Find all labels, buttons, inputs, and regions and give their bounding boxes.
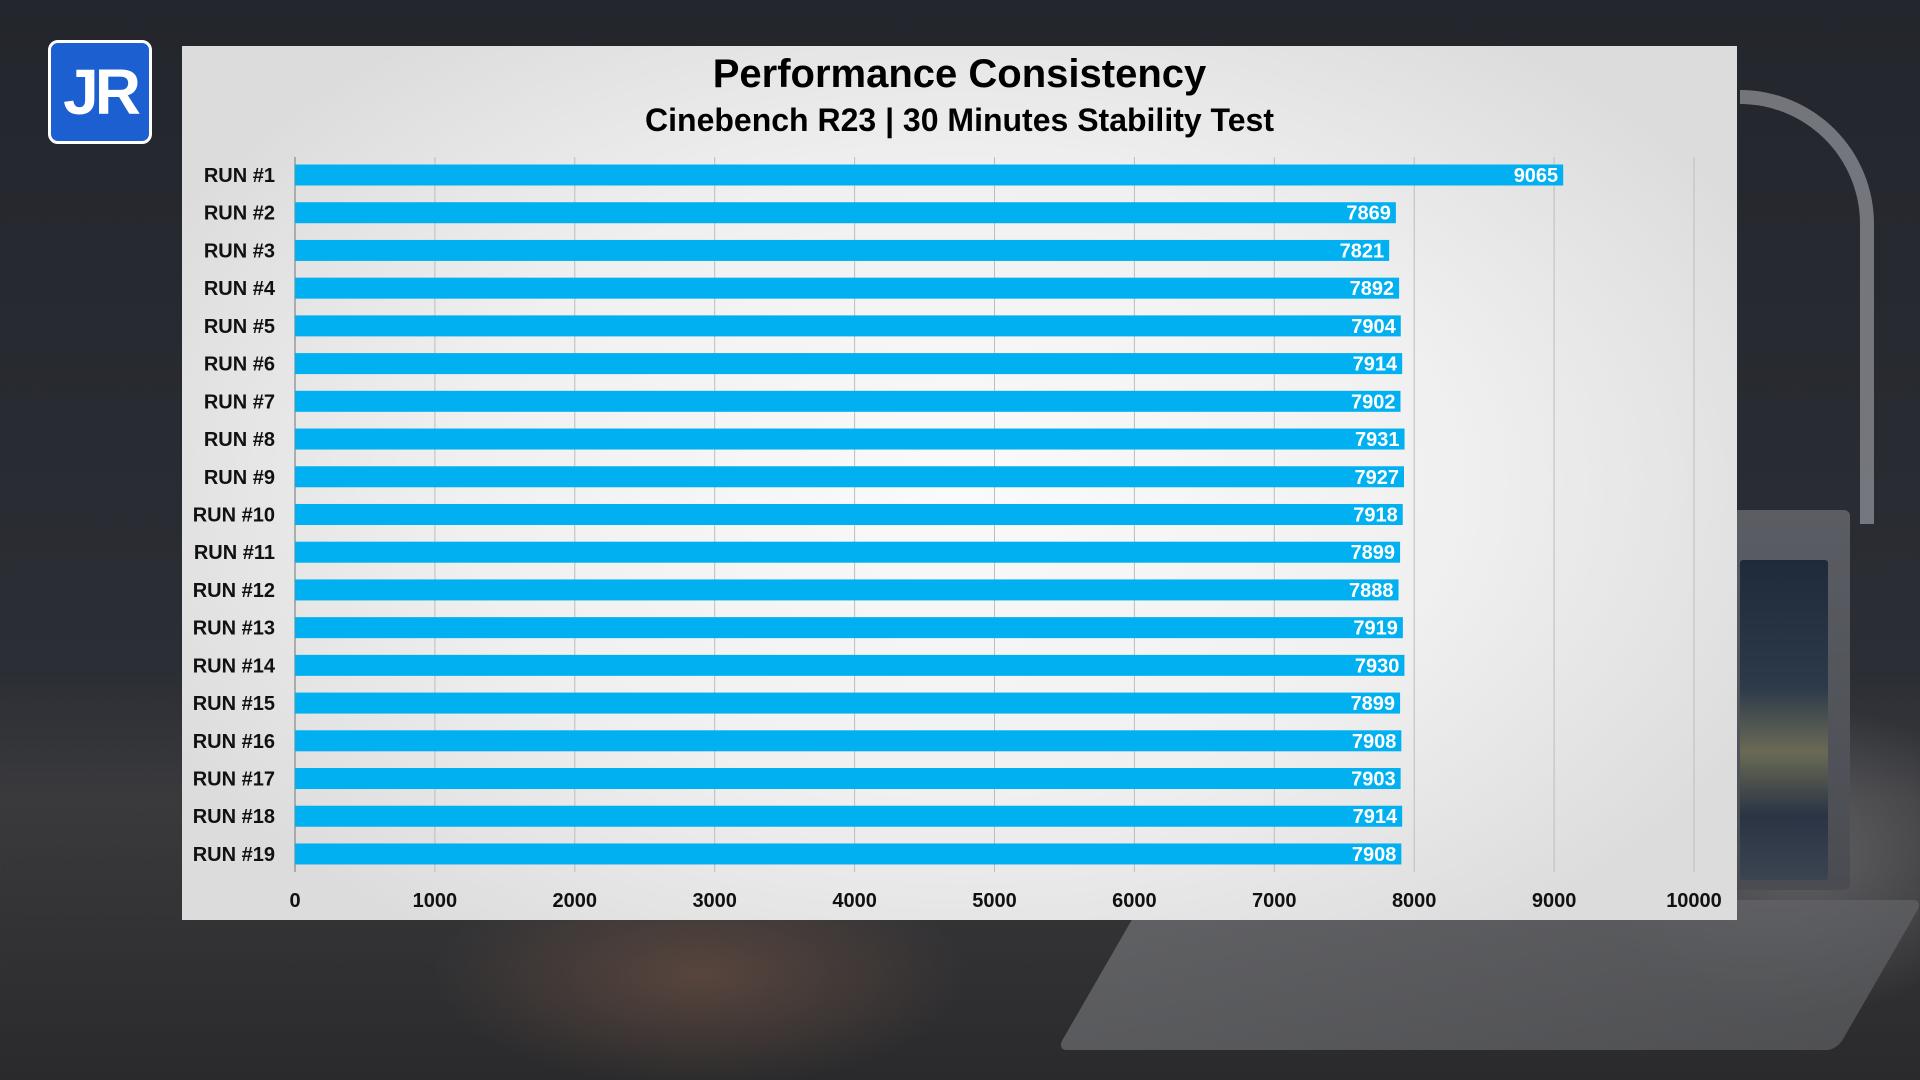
bar [295,390,1401,412]
bar-chart: 9065 7869 7821 7892 7904 7914 7902 7931 7927 7918… [193,157,1722,912]
bar [295,617,1403,639]
bar [295,654,1405,676]
bar [295,353,1403,375]
category-label: RUN #10 [193,504,275,526]
bar-value-label: 7821 [1340,240,1385,262]
x-tick-label: 9000 [1532,890,1577,912]
x-tick-label: 1000 [413,890,458,912]
bar [295,730,1402,752]
category-labels: RUN #1 RUN #2 RUN #3 RUN #4 RUN #5 RUN #6 RUN … [193,165,276,866]
bar [295,805,1403,827]
x-tick-labels: 0 1000 2000 3000 4000 5000 6000 7000 8000 9000 100… [289,890,1721,912]
bar-value-label: 7914 [1353,354,1398,376]
bar-value-label: 7927 [1354,467,1399,489]
category-label: RUN #16 [193,731,275,753]
bar-value-label: 7908 [1352,731,1397,753]
category-label: RUN #8 [204,429,275,451]
bar-value-label: 7918 [1353,504,1398,526]
x-tick-label: 2000 [553,890,598,912]
bar [295,843,1402,865]
bar [295,541,1401,563]
category-label: RUN #13 [193,618,275,640]
bar [295,202,1396,224]
logo-text: JR [63,56,141,128]
category-label: RUN #19 [193,844,275,866]
chart-panel: Performance Consistency Cinebench R23 | … [182,46,1737,920]
category-label: RUN #5 [204,316,275,338]
bar-value-label: 7903 [1351,769,1396,791]
bar [295,164,1564,186]
bar-value-label: 7902 [1351,391,1396,413]
bar [295,579,1399,601]
x-tick-label: 7000 [1252,890,1297,912]
category-label: RUN #11 [194,542,275,564]
background-laptop-base [1056,900,1920,1050]
chart-subtitle: Cinebench R23 | 30 Minutes Stability Tes… [645,102,1274,138]
bar-value-label: 7899 [1351,693,1396,715]
bar-value-label: 7888 [1349,580,1394,602]
category-label: RUN #14 [193,655,276,677]
category-label: RUN #17 [193,769,275,791]
bar-value-label: 7919 [1353,618,1398,640]
bar [295,277,1400,299]
bar [295,239,1390,261]
bar-value-label: 9065 [1514,165,1559,187]
bar-value-label: 7914 [1353,806,1398,828]
category-label: RUN #4 [204,278,276,300]
bar-value-label: 7908 [1352,844,1397,866]
x-tick-label: 8000 [1392,890,1437,912]
bar [295,428,1405,450]
bar [295,692,1401,714]
category-label: RUN #18 [193,806,275,828]
x-tick-label: 0 [289,890,300,912]
chart-title: Performance Consistency [712,52,1207,96]
background-laptop-screen [1740,560,1828,880]
category-label: RUN #12 [193,580,275,602]
bar [295,503,1403,525]
bar-value-label: 7869 [1346,203,1391,225]
x-tick-label: 3000 [692,890,737,912]
category-label: RUN #2 [204,203,275,225]
bar [295,466,1404,488]
category-label: RUN #3 [204,240,275,262]
category-label: RUN #9 [204,467,275,489]
category-label: RUN #1 [204,165,275,187]
bar [295,315,1401,337]
x-tick-label: 4000 [832,890,877,912]
bars: 9065 7869 7821 7892 7904 7914 7902 7931 7927 7918… [295,164,1564,866]
category-label: RUN #7 [204,391,275,413]
x-tick-label: 5000 [972,890,1017,912]
bar-value-label: 7899 [1351,542,1396,564]
x-tick-label: 6000 [1112,890,1157,912]
category-label: RUN #15 [193,693,275,715]
category-label: RUN #6 [204,354,275,376]
bar-value-label: 7892 [1350,278,1395,300]
bar-value-label: 7931 [1355,429,1400,451]
bar-value-label: 7904 [1351,316,1396,338]
background-lamp [1740,90,1874,524]
x-tick-label: 10000 [1666,890,1722,912]
bar-value-label: 7930 [1355,655,1400,677]
bar [295,768,1401,790]
channel-logo: JR [48,40,152,144]
